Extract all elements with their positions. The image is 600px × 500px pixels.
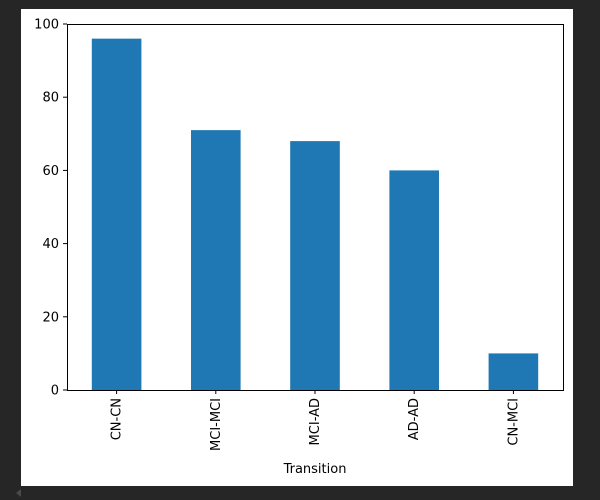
- y-tick-label: 0: [51, 384, 59, 399]
- bar-mci-ad: [290, 141, 340, 390]
- bar-ad-ad: [389, 170, 439, 390]
- bar-cn-cn: [91, 38, 142, 390]
- x-axis-label: Transition: [283, 462, 347, 477]
- y-tick-label: 40: [42, 237, 59, 252]
- plot-frame: [67, 24, 564, 391]
- x-tick-label: AD-AD: [407, 398, 422, 440]
- y-axis: 0 20 40 60 80 100: [34, 18, 67, 399]
- x-tick-label: CN-MCI: [506, 398, 521, 446]
- scroll-left-icon[interactable]: [16, 489, 21, 497]
- y-tick-label: 60: [42, 164, 59, 179]
- y-tick-label: 100: [34, 18, 59, 33]
- x-tick-label: MCI-AD: [308, 398, 323, 445]
- x-tick-label: CN-CN: [110, 398, 125, 440]
- bar-mci-mci: [191, 130, 241, 390]
- y-tick-label: 80: [42, 91, 59, 106]
- x-tick-label: MCI-MCI: [209, 398, 224, 451]
- x-axis: CN-CN MCI-MCI MCI-AD AD-AD CN-MCI: [110, 390, 521, 451]
- bar-chart: 0 20 40 60 80 100 CN-CN MCI-MCI MCI-AD AD-AD CN-M…: [34, 18, 564, 477]
- figure-canvas: 0 20 40 60 80 100 CN-CN MCI-MCI MCI-AD AD-AD CN-M…: [21, 9, 573, 486]
- y-tick-label: 20: [42, 310, 59, 325]
- bar-cn-mci: [488, 353, 539, 390]
- bars-group: [91, 38, 539, 390]
